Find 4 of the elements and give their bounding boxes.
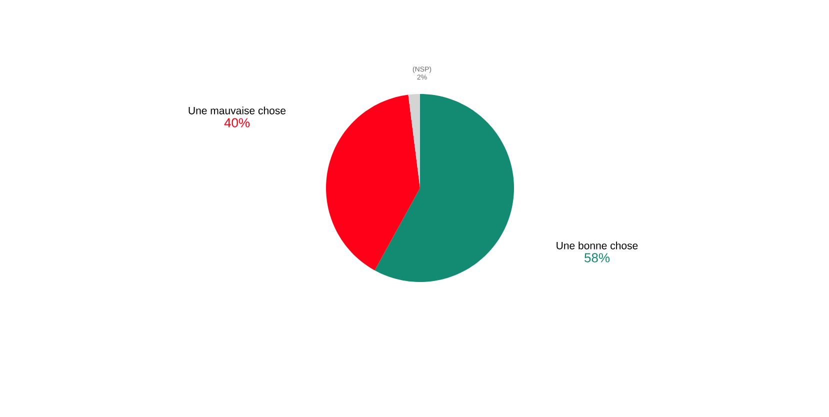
data-label: 40% bbox=[224, 118, 250, 128]
slice-label: Une mauvaise chose bbox=[188, 106, 286, 114]
slice-label: Une bonne chose bbox=[556, 242, 638, 250]
data-label: 58% bbox=[584, 253, 610, 262]
